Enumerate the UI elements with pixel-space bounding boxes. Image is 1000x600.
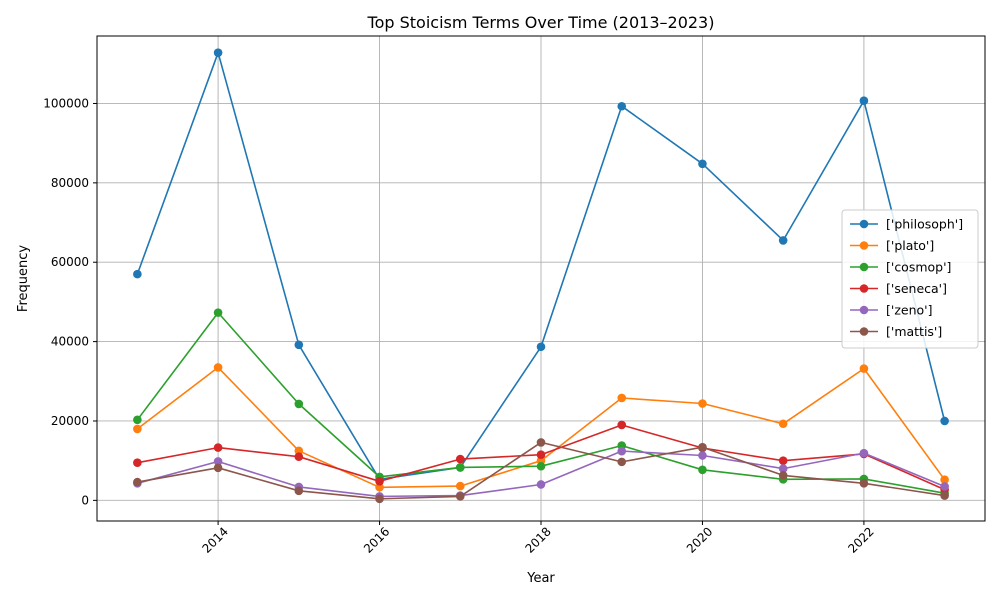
legend-label: ['seneca'] <box>886 281 947 296</box>
chart-title: Top Stoicism Terms Over Time (2013–2023) <box>367 13 715 32</box>
y-axis-label: Frequency <box>16 245 31 312</box>
legend-label: ['cosmop'] <box>886 260 951 275</box>
data-point <box>940 491 949 500</box>
data-point <box>617 101 627 111</box>
data-point <box>859 448 869 458</box>
data-point <box>698 159 707 169</box>
data-point <box>859 364 869 373</box>
data-point <box>778 464 788 473</box>
legend-frame <box>841 209 979 349</box>
data-point <box>213 308 223 317</box>
legend-marker <box>859 219 869 229</box>
legend-entry: ['plato'] <box>850 238 934 253</box>
legend-entry: ['zeno'] <box>850 303 932 318</box>
data-point <box>213 443 223 452</box>
data-point <box>536 438 546 447</box>
data-point <box>455 481 465 491</box>
data-point <box>778 419 788 429</box>
data-point <box>617 457 627 467</box>
y-tick-label: 100000 <box>43 96 89 110</box>
data-point <box>294 486 304 496</box>
data-point <box>778 456 788 465</box>
legend-label: ['zeno'] <box>886 303 932 318</box>
data-point <box>778 236 788 245</box>
legend-label: ['mattis'] <box>886 324 942 339</box>
legend-marker <box>859 305 869 315</box>
data-point <box>536 450 546 460</box>
y-tick-label: 20000 <box>51 414 89 428</box>
data-point <box>617 393 627 403</box>
legend-entry: ['philosoph'] <box>850 217 963 232</box>
data-point <box>940 416 949 426</box>
data-point <box>859 96 869 105</box>
y-tick-label: 0 <box>81 493 89 507</box>
data-point <box>859 478 869 488</box>
data-point <box>698 399 707 408</box>
data-point <box>375 482 384 492</box>
data-point <box>698 451 707 460</box>
grid-lines <box>97 36 985 521</box>
data-point <box>536 480 546 489</box>
data-point <box>294 446 304 456</box>
data-point <box>133 269 142 279</box>
legend-marker <box>859 327 869 336</box>
series-layer <box>133 48 949 504</box>
series-group <box>133 363 949 492</box>
data-point <box>133 415 142 425</box>
series-group <box>133 438 949 504</box>
data-point <box>698 465 707 475</box>
data-point <box>133 458 142 467</box>
data-point <box>536 461 546 471</box>
data-point <box>536 342 546 352</box>
data-point <box>133 477 142 487</box>
data-point <box>213 463 223 473</box>
data-point <box>455 454 465 464</box>
y-tick-label: 80000 <box>51 176 89 190</box>
data-point <box>617 446 627 456</box>
data-point <box>375 494 384 504</box>
legend-entry: ['seneca'] <box>850 281 947 296</box>
data-point <box>133 424 142 434</box>
data-point <box>294 452 304 462</box>
data-point <box>213 48 223 57</box>
data-point <box>455 463 465 472</box>
legend-label: ['plato'] <box>886 238 934 253</box>
data-point <box>294 340 304 350</box>
y-tick-label: 60000 <box>51 255 89 269</box>
legend-marker <box>859 241 869 250</box>
legend-entry: ['cosmop'] <box>850 260 951 275</box>
legend-marker <box>859 262 869 272</box>
data-point <box>940 475 949 485</box>
legend-label: ['philosoph'] <box>886 217 963 232</box>
data-point <box>698 442 707 452</box>
data-point <box>940 482 949 491</box>
data-point <box>375 477 384 486</box>
y-axis-ticks: 0 20000 40000 60000 80000 100000 <box>43 96 97 507</box>
legend-entry: ['mattis'] <box>850 324 942 339</box>
x-axis-label: Year <box>526 571 555 586</box>
data-point <box>617 420 627 430</box>
y-tick-label: 40000 <box>51 335 89 349</box>
data-point <box>778 471 788 480</box>
data-point <box>213 363 223 372</box>
data-point <box>294 399 304 409</box>
data-point <box>213 457 223 466</box>
data-point <box>455 492 465 501</box>
legend-marker <box>859 284 869 293</box>
legend: ['philosoph'] ['plato'] ['cosmop'] ['seneca… <box>841 209 979 349</box>
